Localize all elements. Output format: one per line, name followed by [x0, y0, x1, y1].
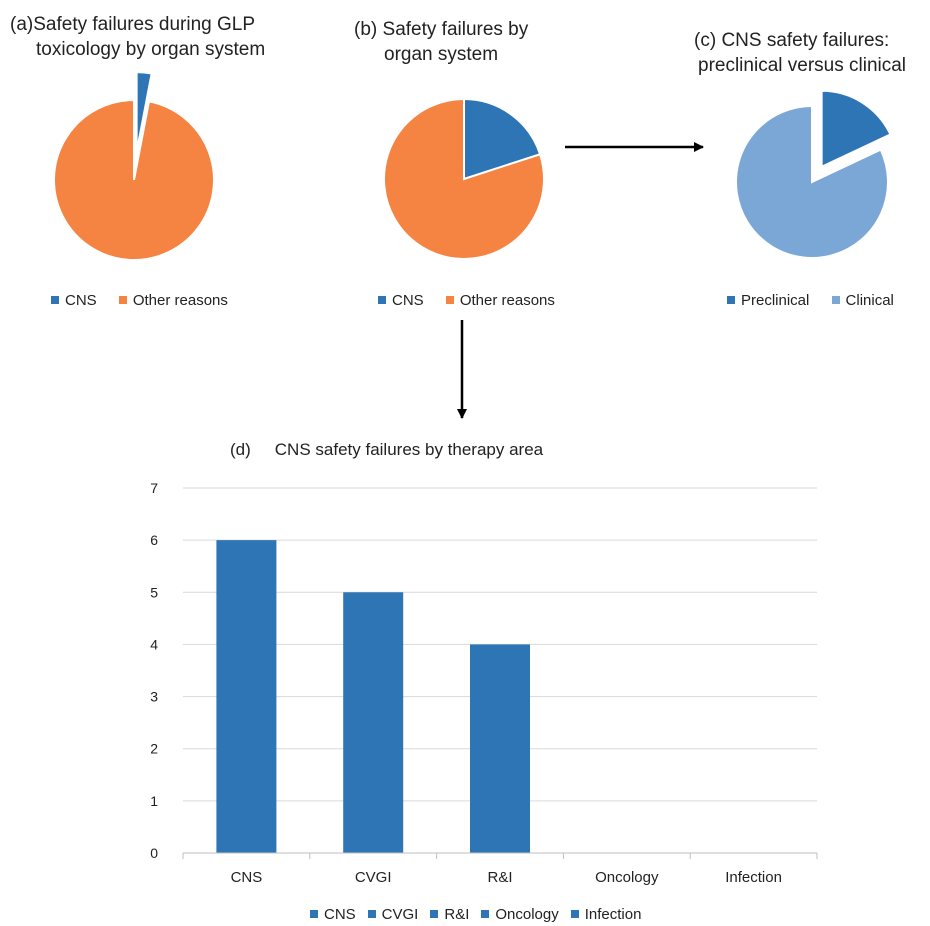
legend-item: Other reasons	[118, 292, 228, 309]
pie-chart-c	[735, 89, 892, 259]
legend-label: Other reasons	[459, 292, 555, 309]
bar-cns	[216, 540, 277, 853]
legend-swatch	[481, 910, 490, 919]
panel-a-title-line1: (a)Safety failures during GLP	[10, 12, 310, 37]
pie-slice-clinical	[735, 104, 889, 259]
pie-slice-cns	[135, 71, 153, 153]
panel-d-label: (d)	[230, 440, 251, 459]
y-tick-label: 7	[150, 480, 158, 496]
legend-swatch-preclinical	[727, 296, 735, 305]
bar-chart-legend: CNS CVGI R&I Oncology Infection	[310, 906, 641, 923]
legend-item-oncology: Oncology	[481, 906, 559, 923]
legend-swatch-cns	[378, 296, 386, 305]
y-tick-label: 3	[150, 689, 158, 705]
y-tick-label: 4	[150, 636, 158, 652]
legend-label: Clinical	[845, 292, 894, 309]
panel-c-title-line1: (c) CNS safety failures:	[694, 28, 930, 53]
pie-chart-b	[383, 97, 545, 260]
panel-a-title-text: Safety failures during GLP	[33, 14, 256, 35]
bar-cvgi	[343, 592, 404, 853]
panel-d-title-text: CNS safety failures by therapy area	[274, 440, 544, 459]
legend-label: Infection	[584, 906, 642, 923]
y-tick-label: 6	[150, 532, 158, 548]
legend-swatch	[570, 910, 579, 919]
legend-item: CNS	[378, 292, 424, 309]
panel-b-title-line2: organ system	[384, 44, 499, 65]
legend-label: CNS	[65, 292, 97, 309]
legend-swatch	[367, 910, 376, 919]
legend-item-r-i: R&I	[430, 906, 469, 923]
legend-label: CNS	[324, 906, 356, 923]
legend-label: R&I	[444, 906, 470, 923]
legend-label: Other reasons	[132, 292, 228, 309]
y-tick-label: 5	[150, 584, 158, 600]
x-tick-label-cns: CNS	[231, 869, 263, 886]
bar-chart-d: 0 1 2 3 4 5 6 7 CNS CVGI R&I Oncology Infection	[150, 480, 818, 886]
legend-swatch-other	[445, 296, 454, 305]
legend-item-cvgi: CVGI	[367, 906, 419, 923]
pie-slice-other-reasons	[383, 97, 545, 260]
legend-item-cns: CNS	[310, 906, 356, 923]
panel-a-title-line2: toxicology by organ system	[36, 39, 266, 60]
panel-c-title-text: CNS safety failures:	[721, 30, 890, 51]
legend-swatch-cns	[51, 296, 59, 305]
panel-c-title-line2: preclinical versus clinical	[698, 55, 907, 76]
legend-label: Preclinical	[741, 292, 810, 309]
legend-item: Preclinical	[727, 292, 809, 309]
legend-item: CNS	[51, 292, 97, 309]
bar-r-i	[470, 644, 530, 853]
panel-a-title: (a)Safety failures during GLP toxicology…	[10, 12, 310, 62]
legend-item-infection: Infection	[570, 906, 642, 923]
y-tick-label: 2	[150, 741, 158, 757]
pie-slice-preclinical	[820, 89, 892, 169]
panel-a-label: (a)	[10, 14, 34, 35]
panel-b-label: (b)	[354, 19, 378, 40]
legend-item: Other reasons	[445, 292, 555, 309]
pie-slice-other-reasons	[53, 98, 215, 261]
legend-swatch-other	[118, 296, 127, 305]
legend-label: CNS	[392, 292, 424, 309]
panel-b-title-line1: (b) Safety failures by	[354, 17, 594, 42]
legend-item: Clinical	[831, 292, 894, 309]
legend-label: Oncology	[495, 906, 559, 923]
x-tick-label-cvgi: CVGI	[355, 869, 392, 886]
legend-swatch	[310, 910, 318, 919]
panel-c-title: (c) CNS safety failures: preclinical ver…	[694, 28, 930, 78]
y-tick-label: 0	[150, 845, 158, 861]
x-tick-label-r-i: R&I	[487, 869, 512, 886]
panel-d-title: (d) CNS safety failures by therapy area	[230, 440, 543, 460]
panel-c-label: (c)	[694, 30, 717, 51]
panel-b-title-text: Safety failures by	[382, 19, 529, 40]
arrows	[457, 142, 704, 419]
legend-swatch-clinical	[831, 296, 840, 305]
pie-a-legend: CNS Other reasons	[51, 292, 228, 309]
pie-b-legend: CNS Other reasons	[378, 292, 555, 309]
panel-b-title: (b) Safety failures by organ system	[354, 17, 594, 67]
pie-chart-a	[53, 71, 215, 261]
x-tick-label-infection: Infection	[725, 869, 782, 886]
y-tick-label: 1	[150, 793, 158, 809]
legend-label: CVGI	[381, 906, 419, 923]
pie-slice-cns	[463, 97, 542, 181]
x-tick-label-oncology: Oncology	[595, 869, 659, 886]
legend-swatch	[430, 910, 439, 919]
pie-c-legend: Preclinical Clinical	[727, 292, 894, 309]
